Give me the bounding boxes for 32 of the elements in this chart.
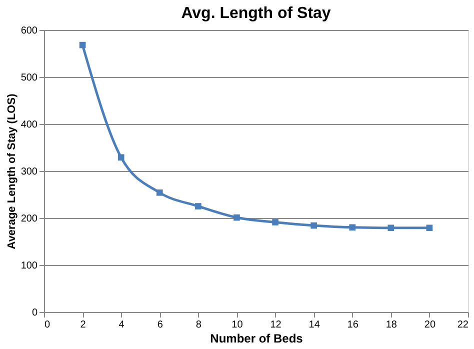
x-tick-label: 4: [118, 320, 125, 330]
point: [310, 222, 317, 229]
x-tick-label: 22: [457, 320, 469, 330]
point: [349, 224, 356, 231]
x-tick-label: 16: [347, 320, 359, 330]
x-axis-title: Number of Beds: [210, 332, 304, 346]
point: [234, 214, 240, 221]
point: [118, 154, 124, 161]
y-axis-title: Average Length of Stay (LOS): [6, 93, 18, 250]
x-tick-label: 2: [80, 320, 86, 330]
point: [79, 42, 86, 48]
point: [195, 203, 202, 210]
x-tick-label: 12: [270, 320, 282, 330]
point: [272, 219, 278, 226]
y-tick-label: 200: [20, 214, 38, 224]
y-tick-label: 600: [20, 26, 38, 36]
chart-title: Avg. Length of Stay: [181, 5, 331, 22]
y-tick-label: 300: [20, 166, 38, 178]
point: [426, 224, 433, 232]
x-tick-label: 20: [424, 320, 436, 330]
x-tick-label: 6: [157, 320, 164, 330]
y-tick-label: 100: [20, 260, 38, 272]
point: [156, 189, 163, 196]
x-tick-label: 10: [232, 320, 244, 330]
x-tick-label: 0: [44, 320, 50, 330]
x-tick-label: 8: [196, 320, 202, 330]
y-tick-label: 500: [20, 72, 38, 84]
x-tick-label: 18: [386, 320, 398, 330]
point: [388, 224, 394, 232]
y-tick-label: 400: [20, 120, 38, 130]
x-tick-label: 14: [308, 320, 320, 330]
y-tick-label: 0: [32, 308, 38, 318]
